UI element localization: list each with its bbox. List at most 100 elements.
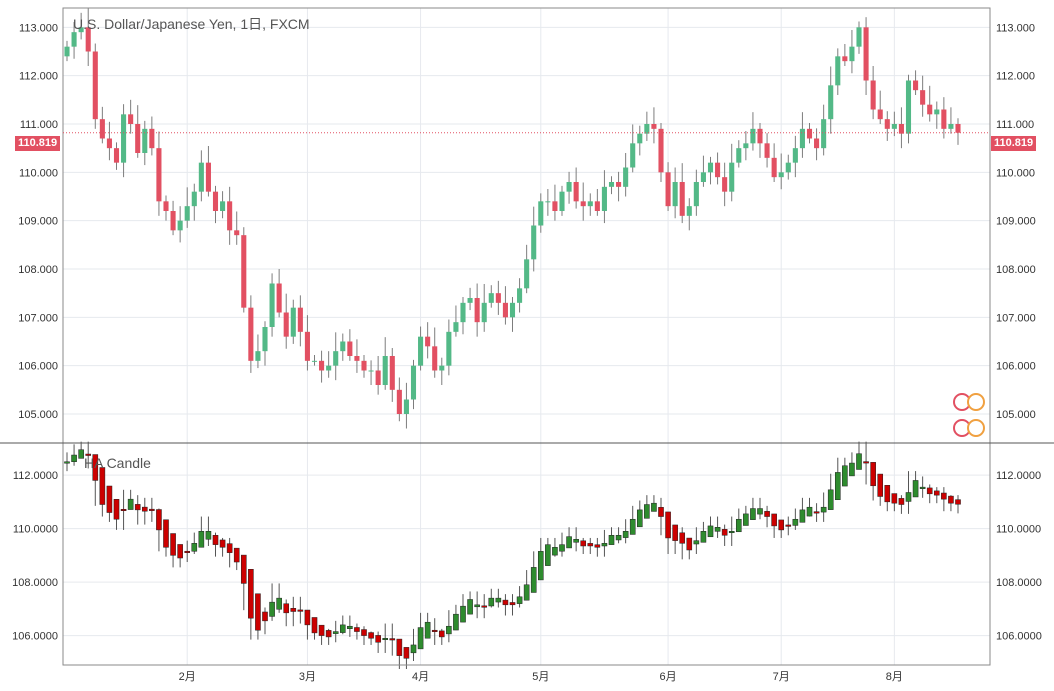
y-tick-label-left: 108.000: [18, 264, 58, 276]
candle-body: [106, 138, 112, 149]
candle-body: [743, 143, 749, 149]
ha-candle-body: [877, 473, 884, 497]
chart-title: U.S. Dollar/Japanese Yen, 1日, FXCM: [73, 16, 310, 32]
candle-body: [276, 283, 282, 313]
ha-candle-body: [537, 551, 544, 581]
ha-candle-body: [870, 462, 876, 487]
y-tick-label-right: 107.000: [996, 312, 1036, 324]
y-tick-label-left: 112.000: [19, 71, 58, 83]
ha-candle-body: [276, 597, 282, 610]
ha-candle-body: [552, 547, 558, 556]
candle-body: [474, 298, 480, 323]
candle-body: [361, 360, 367, 371]
y-tick-label-right: 108.000: [996, 264, 1036, 276]
candle-body: [722, 177, 728, 192]
candle-body: [842, 56, 848, 62]
candle-body: [927, 104, 933, 115]
candle-body: [212, 191, 219, 211]
ha-candle-body: [64, 461, 70, 464]
candle-body: [686, 206, 692, 216]
candle-body: [806, 128, 813, 139]
ha-candle-body: [297, 609, 304, 612]
ha-candle-body: [389, 638, 396, 641]
ha-candle-body: [778, 519, 785, 531]
event-flag-icon[interactable]: [967, 393, 985, 411]
candle-body: [453, 322, 459, 332]
candle-body: [234, 230, 240, 236]
candle-body: [736, 148, 742, 163]
ha-candle-body: [658, 507, 664, 517]
ha-candle-body: [580, 540, 587, 547]
ha-candle-body: [141, 506, 148, 512]
ha-candle-body: [771, 513, 777, 527]
candle-body: [828, 85, 834, 120]
event-flag-icon[interactable]: [967, 419, 985, 437]
candle-body: [764, 143, 770, 158]
ha-candle-body: [608, 535, 615, 545]
ha-candle-body: [212, 535, 219, 545]
ha-candle-body: [721, 529, 728, 536]
candle-body: [707, 162, 714, 173]
candle-body: [382, 356, 388, 385]
ha-candle-body: [460, 605, 466, 623]
candle-body: [290, 307, 296, 337]
candle-body: [630, 143, 636, 168]
ha-candle-body: [559, 544, 565, 552]
candle-body: [757, 128, 763, 144]
ha-candle-body: [438, 630, 445, 638]
ha-candle-body: [71, 454, 77, 462]
ha-candles: [64, 441, 961, 670]
candle-body: [396, 389, 402, 414]
price-candles: [64, 8, 961, 429]
ha-candle-body: [431, 629, 438, 632]
x-tick-label: 5月: [532, 671, 549, 683]
ha-candle-body: [587, 543, 594, 547]
candle-body: [163, 201, 169, 211]
ha-candle-body: [912, 480, 919, 498]
x-tick-label: 2月: [179, 671, 196, 683]
ha-candle-body: [672, 524, 678, 541]
candle-body: [446, 331, 452, 366]
x-tick-label: 3月: [299, 671, 316, 683]
candle-body: [205, 162, 211, 192]
ha-candle-body: [651, 502, 657, 512]
candle-body: [573, 182, 579, 202]
ha-candle-body: [191, 543, 198, 552]
ha-candle-body: [693, 540, 700, 545]
ha-candle-body: [566, 536, 572, 549]
candle-body: [587, 201, 593, 207]
candle-body: [410, 365, 417, 400]
y-tick-label-right: 111.000: [996, 119, 1034, 131]
candle-body: [672, 182, 678, 207]
ha-candle-body: [594, 544, 601, 548]
candle-body: [340, 341, 346, 352]
ha-candle-body: [686, 537, 693, 551]
candle-body: [870, 80, 876, 110]
candle-body: [580, 201, 586, 207]
ha-candle-body: [644, 504, 650, 519]
candle-body: [750, 128, 756, 144]
ha-candle-body: [679, 532, 686, 544]
candle-body: [78, 27, 84, 33]
ha-candle-body: [361, 629, 367, 636]
ha-candle-body: [149, 508, 155, 511]
candle-body: [637, 133, 643, 144]
candle-body: [545, 201, 551, 203]
ha-candle-body: [226, 543, 233, 553]
ha-candle-body: [636, 509, 643, 528]
y-tick-label-left: 110.000: [19, 167, 58, 179]
candle-body: [418, 336, 424, 366]
ha-candle-body: [905, 492, 912, 502]
last-price-badge-right: 110.819: [991, 136, 1037, 151]
ha-candle-body: [735, 518, 742, 533]
candle-body: [113, 148, 120, 163]
x-tick-label: 8月: [886, 671, 903, 683]
candle-body: [128, 114, 134, 124]
candle-body: [326, 365, 332, 371]
ha-candle-body: [156, 509, 162, 531]
ha-candle-body: [615, 535, 622, 541]
y-tick-label-left: 106.000: [18, 361, 58, 373]
candle-body: [665, 172, 671, 207]
candle-body: [283, 312, 289, 337]
candle-body: [601, 186, 607, 211]
